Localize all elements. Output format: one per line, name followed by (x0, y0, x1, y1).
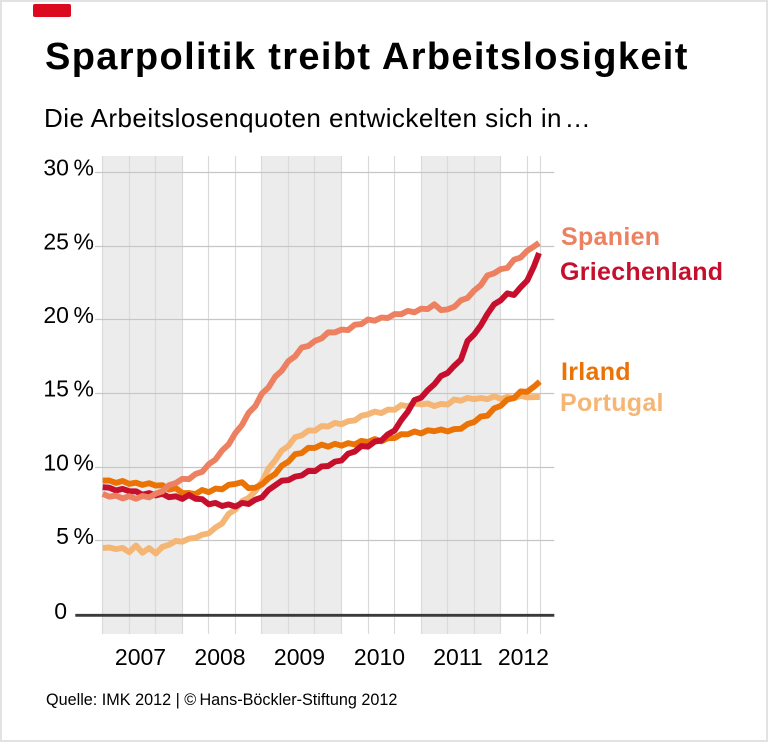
svg-text:20 %: 20 % (43, 302, 94, 328)
svg-text:15 %: 15 % (43, 376, 94, 402)
svg-text:2009: 2009 (274, 644, 325, 670)
svg-text:2011: 2011 (433, 644, 482, 670)
svg-text:5 %: 5 % (56, 523, 94, 549)
svg-text:0: 0 (54, 598, 67, 624)
svg-text:10 %: 10 % (43, 450, 94, 476)
svg-text:30 %: 30 % (43, 155, 94, 181)
svg-text:25 %: 25 % (43, 228, 94, 254)
svg-text:2010: 2010 (354, 644, 405, 670)
svg-text:2012: 2012 (498, 644, 549, 670)
svg-text:2007: 2007 (115, 644, 166, 670)
svg-text:2008: 2008 (194, 644, 245, 670)
